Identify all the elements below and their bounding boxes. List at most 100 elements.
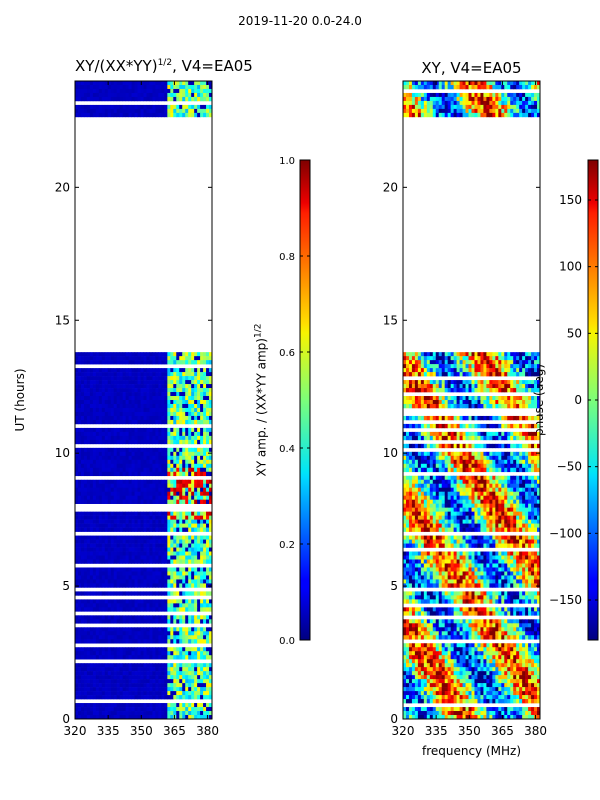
heatmap-cell: [116, 499, 121, 504]
y-tick-label: 5: [62, 579, 70, 593]
heatmap-cell: [176, 392, 180, 397]
heatmap-cell: [474, 384, 478, 389]
heatmap-cell: [113, 479, 118, 485]
heatmap-cell: [176, 663, 180, 668]
heatmap-cell: [501, 81, 505, 86]
heatmap-cell: [188, 539, 192, 544]
heatmap-cell: [95, 81, 100, 86]
heatmap-cell: [122, 384, 127, 389]
heatmap-cell: [128, 108, 132, 114]
heatmap-cell: [140, 372, 144, 377]
heatmap-cell: [107, 372, 112, 377]
heatmap-cell: [119, 483, 124, 489]
heatmap-cell: [110, 356, 115, 361]
heatmap-cell: [137, 543, 141, 548]
heatmap-cell: [155, 523, 159, 528]
heatmap-cell: [200, 352, 204, 357]
heatmap-cell: [75, 108, 79, 114]
heatmap-cell: [98, 691, 103, 696]
heatmap-cell: [403, 92, 407, 98]
heatmap-cell: [185, 459, 189, 465]
heatmap-cell: [197, 679, 201, 684]
heatmap-cell: [435, 415, 440, 421]
heatmap-cell: [197, 491, 201, 496]
heatmap-cell: [182, 635, 186, 640]
heatmap-cell: [209, 679, 213, 684]
heatmap-cell: [101, 104, 106, 110]
heatmap-cell: [143, 495, 147, 500]
heatmap-cell: [104, 547, 109, 552]
heatmap-cell: [516, 384, 520, 389]
heatmap-cell: [176, 599, 180, 604]
heatmap-cell: [86, 703, 91, 708]
heatmap-cell: [104, 691, 109, 696]
heatmap-cell: [131, 356, 135, 361]
heatmap-cell: [80, 615, 85, 620]
heatmap-cell: [495, 108, 499, 114]
heatmap-cell: [185, 467, 189, 473]
heatmap-cell: [158, 360, 162, 365]
heatmap-cell: [507, 403, 511, 409]
heatmap-cell: [104, 491, 109, 496]
heatmap-cell: [209, 356, 213, 361]
heatmap-cell: [125, 583, 130, 588]
heatmap-cell: [203, 695, 207, 700]
heatmap-cell: [429, 368, 434, 373]
heatmap-cell: [164, 527, 168, 532]
heatmap-cell: [405, 81, 410, 86]
heatmap-cell: [134, 715, 138, 720]
heatmap-cell: [92, 463, 97, 469]
heatmap-cell: [164, 435, 168, 441]
heatmap-cell: [116, 92, 121, 98]
heatmap-cell: [459, 372, 463, 377]
heatmap-cell: [104, 96, 109, 102]
heatmap-cell: [113, 559, 118, 564]
heatmap-cell: [83, 372, 88, 377]
heatmap-cell: [173, 663, 177, 668]
heatmap-cell: [95, 635, 100, 640]
heatmap-cell: [119, 396, 124, 401]
heatmap-cell: [128, 435, 132, 441]
heatmap-cell: [176, 403, 180, 409]
heatmap-cell: [176, 92, 180, 98]
heatmap-cell: [459, 396, 463, 401]
heatmap-cell: [122, 372, 127, 377]
heatmap-cell: [134, 543, 138, 548]
heatmap-cell: [107, 368, 112, 373]
heatmap-cell: [137, 679, 141, 684]
heatmap-cell: [98, 519, 103, 524]
heatmap-cell: [167, 435, 171, 441]
heatmap-cell: [179, 679, 183, 684]
heatmap-cell: [149, 467, 153, 473]
heatmap-cell: [152, 88, 156, 94]
heatmap-cell: [185, 575, 189, 580]
heatmap-cell: [113, 392, 118, 397]
heatmap-cell: [194, 92, 198, 98]
heatmap-cell: [179, 571, 183, 576]
heatmap-cell: [170, 84, 174, 90]
heatmap-cell: [80, 471, 85, 477]
heatmap-cell: [89, 356, 94, 361]
heatmap-cell: [158, 591, 162, 596]
heatmap-cell: [501, 356, 505, 361]
heatmap-cell: [495, 384, 499, 389]
heatmap-cell: [158, 81, 162, 86]
heatmap-cell: [528, 384, 532, 389]
heatmap-cell: [167, 92, 171, 98]
heatmap-cell: [80, 547, 85, 552]
heatmap-cell: [77, 81, 82, 86]
heatmap-cell: [185, 352, 189, 357]
heatmap-cell: [420, 356, 425, 361]
heatmap-cell: [86, 619, 91, 624]
heatmap-cell: [143, 352, 147, 357]
heatmap-cell: [155, 667, 159, 672]
heatmap-cell: [98, 372, 103, 377]
heatmap-cell: [170, 88, 174, 94]
heatmap-cell: [453, 431, 458, 437]
heatmap-cell: [191, 380, 195, 385]
heatmap-cell: [98, 583, 103, 588]
heatmap-cell: [110, 372, 115, 377]
heatmap-cell: [158, 352, 162, 357]
heatmap-cell: [89, 376, 94, 381]
